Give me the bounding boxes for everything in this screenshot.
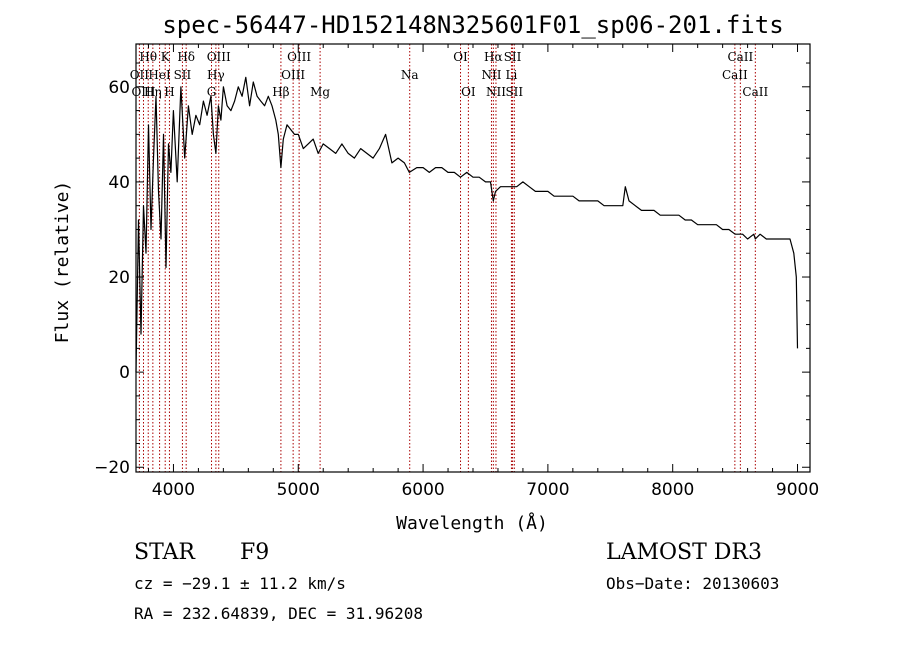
y-axis-label: Flux (relative) [52,181,73,344]
y-tick-label-3: 40 [108,173,130,193]
object-class: STAR [134,540,195,565]
marker-label-22: SII [504,50,522,64]
marker-label-27: CaII [742,85,768,99]
marker-label-13: OIII [287,50,311,64]
marker-label-16: Na [401,68,419,82]
y-tick-label-0: −20 [94,458,130,478]
marker-label-17: OI [453,50,468,64]
x-tick-label-0: 4000 [152,480,195,500]
x-tick-label-2: 6000 [401,480,444,500]
sky-coordinates: RA = 232.64839, DEC = 31.96208 [134,604,423,623]
marker-label-10: Hγ [207,68,225,82]
marker-label-6: H [164,85,174,99]
marker-label-4: K [161,50,171,64]
observation-date: Obs−Date: 20130603 [606,574,780,593]
marker-label-11: G [207,85,217,99]
x-tick-label-5: 9000 [776,480,819,500]
marker-label-3: OIII [131,85,155,99]
marker-label-20: NII [481,68,501,82]
marker-label-26: CaII [722,68,748,82]
redshift-velocity: cz = −29.1 ± 11.2 km/s [134,574,346,593]
marker-label-24: SII [505,85,523,99]
object-subclass: F9 [240,540,270,565]
marker-label-1: OII [130,68,150,82]
marker-label-15: Mg [310,85,330,99]
x-tick-label-3: 7000 [526,480,569,500]
x-tick-label-4: 8000 [651,480,694,500]
marker-label-23: Li [506,68,518,82]
x-axis-label: Wavelength (Å) [396,512,548,534]
marker-label-0: Hθ [139,50,157,64]
x-axis-ticks: 4000 5000 6000 7000 8000 9000 [147,44,819,500]
marker-label-14: OIII [281,68,305,82]
y-axis-ticks: −20 0 20 40 60 [94,62,810,478]
marker-label-21: NII [486,85,506,99]
plot-frame [135,43,811,473]
spectrum-line [135,76,799,373]
marker-label-7: Hδ [177,50,195,64]
line-marker-lines [138,44,756,472]
chart-title: spec-56447-HD152148N325601F01_sp06-201.f… [162,11,783,39]
survey-name: LAMOST DR3 [606,540,762,565]
y-tick-label-4: 60 [108,78,130,98]
marker-label-8: SII [174,68,192,82]
marker-label-12: Hβ [272,85,289,99]
y-tick-label-1: 0 [119,363,130,383]
x-tick-label-1: 5000 [277,480,320,500]
marker-label-25: CaII [727,50,753,64]
marker-label-19: Hα [484,50,503,64]
marker-label-2: Hη [144,85,162,99]
marker-label-9: OIII [207,50,231,64]
marker-label-5: HeI [148,68,171,82]
marker-label-18: OI [461,85,476,99]
y-tick-label-2: 20 [108,268,130,288]
